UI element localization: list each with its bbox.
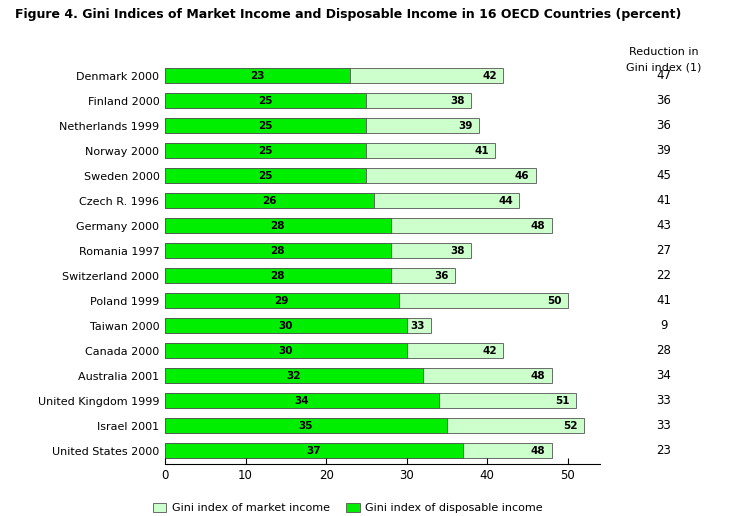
Bar [165,393,576,408]
Bar [165,418,447,433]
Legend: Gini index of market income, Gini index of disposable income: Gini index of market income, Gini index … [148,498,548,516]
Text: 48: 48 [530,221,545,231]
Text: Figure 4. Gini Indices of Market Income and Disposable Income in 16 OECD Countri: Figure 4. Gini Indices of Market Income … [15,8,681,21]
Text: 52: 52 [563,421,578,431]
Text: 36: 36 [434,271,448,281]
Text: 22: 22 [656,269,671,282]
Bar [165,368,552,383]
Text: 23: 23 [656,444,671,457]
Text: 50: 50 [547,296,561,305]
Text: 33: 33 [656,419,671,432]
Text: 27: 27 [656,244,671,257]
Bar [165,168,536,183]
Text: 41: 41 [474,146,489,156]
Text: 33: 33 [410,320,424,331]
Bar [165,143,495,158]
Bar [165,318,407,333]
Text: 46: 46 [514,171,529,181]
Bar [165,143,367,158]
Bar [165,393,439,408]
Bar [165,243,391,258]
Bar [165,343,503,358]
Bar [165,318,430,333]
Bar [165,243,471,258]
Text: 34: 34 [295,396,309,406]
Bar [165,218,391,233]
Bar [165,343,407,358]
Text: 30: 30 [278,320,293,331]
Text: 33: 33 [656,394,671,407]
Text: 34: 34 [656,369,671,382]
Text: 45: 45 [656,169,671,182]
Text: 28: 28 [271,246,285,255]
Bar [165,93,471,108]
Bar [165,218,552,233]
Text: 23: 23 [251,71,265,80]
Bar [165,293,398,308]
Text: 36: 36 [656,94,671,107]
Bar [165,293,568,308]
Text: 26: 26 [262,196,277,206]
Text: 9: 9 [660,319,668,332]
Bar [165,118,479,133]
Text: 51: 51 [555,396,569,406]
Text: 28: 28 [656,344,671,357]
Text: 25: 25 [259,146,273,156]
Bar [165,168,367,183]
Text: 28: 28 [271,221,285,231]
Text: 48: 48 [530,446,545,456]
Text: Reduction in: Reduction in [629,47,698,57]
Text: 42: 42 [482,71,497,80]
Text: 37: 37 [307,446,321,456]
Text: 38: 38 [450,95,465,106]
Bar [165,268,391,283]
Text: Gini index (1): Gini index (1) [626,62,701,72]
Text: 42: 42 [482,346,497,356]
Bar [165,68,503,83]
Text: 39: 39 [458,121,472,131]
Text: 29: 29 [274,296,289,305]
Bar [165,193,520,208]
Text: 35: 35 [298,421,314,431]
Text: 36: 36 [656,119,671,132]
Text: 28: 28 [271,271,285,281]
Text: 43: 43 [656,219,671,232]
Text: 25: 25 [259,121,273,131]
Text: 48: 48 [530,370,545,381]
Bar [165,418,584,433]
Text: 32: 32 [286,370,302,381]
Bar [165,443,463,458]
Text: 44: 44 [498,196,513,206]
Bar [165,268,455,283]
Bar [165,93,367,108]
Text: 25: 25 [259,171,273,181]
Text: 47: 47 [656,69,671,82]
Bar [165,118,367,133]
Text: 25: 25 [259,95,273,106]
Text: 41: 41 [656,294,671,307]
Bar [165,68,350,83]
Bar [165,193,374,208]
Text: 30: 30 [278,346,293,356]
Text: 38: 38 [450,246,465,255]
Text: 41: 41 [656,194,671,207]
Bar [165,443,552,458]
Bar [165,368,423,383]
Text: 39: 39 [656,144,671,157]
